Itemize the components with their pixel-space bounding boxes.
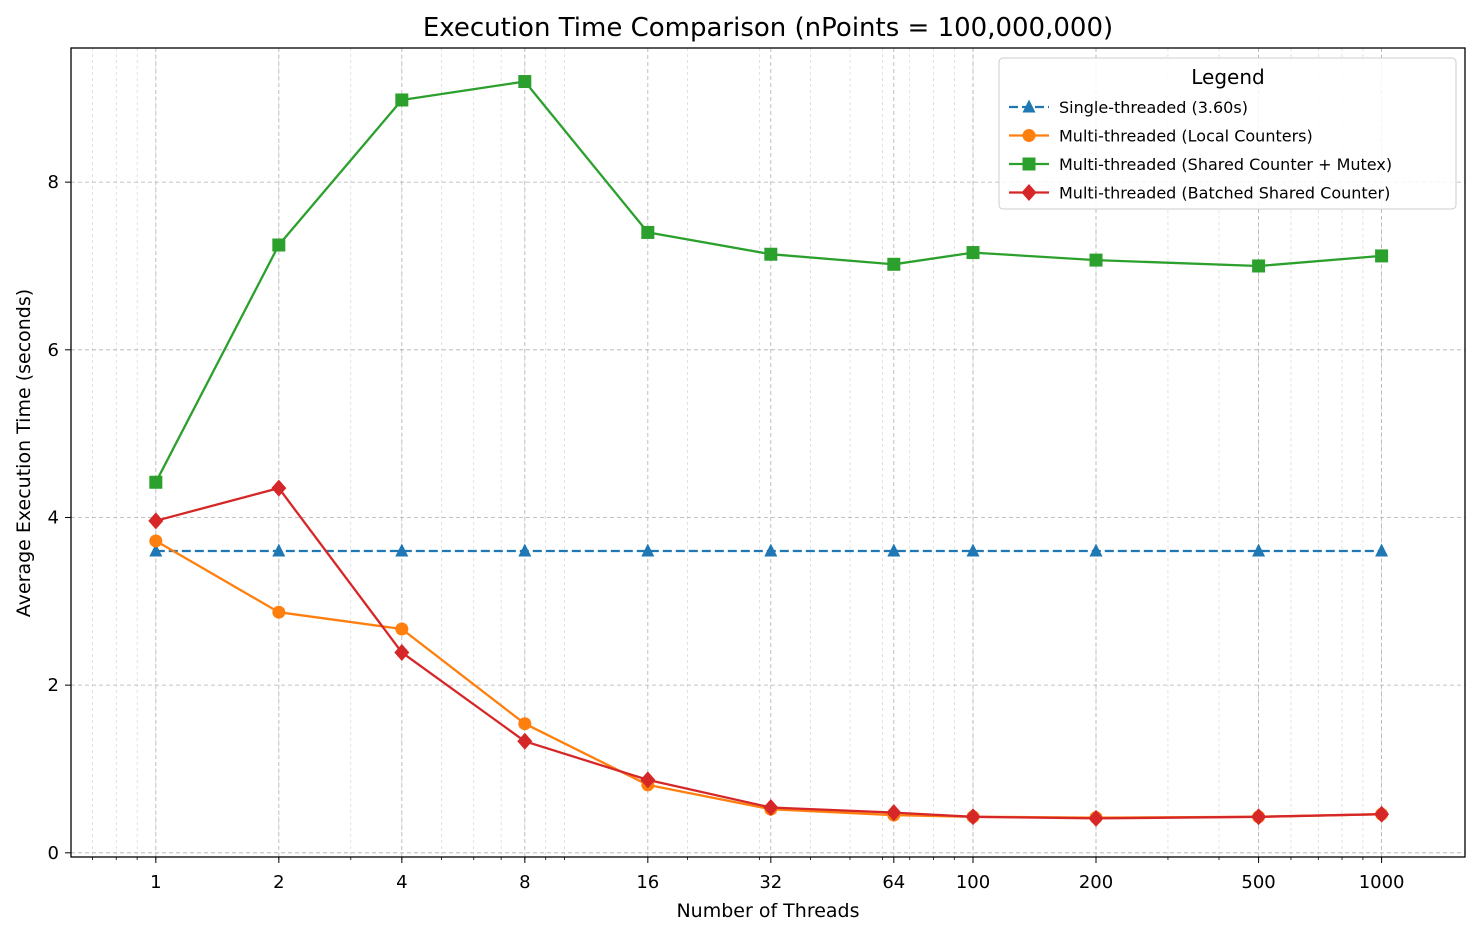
data-point [887,257,901,271]
data-point [395,93,409,107]
data-point [886,804,902,822]
legend-item: Multi-threaded (Batched Shared Counter) [1009,184,1390,203]
legend-label: Multi-threaded (Local Counters) [1059,127,1313,146]
x-tick-label: 100 [956,872,990,893]
data-point [641,543,655,557]
legend-swatch-marker [1022,129,1036,142]
data-point [1088,809,1104,827]
data-point [272,543,286,557]
data-point [640,771,656,789]
chart-title: Execution Time Comparison (nPoints = 100… [423,13,1113,43]
data-point [518,717,532,731]
data-point [763,799,779,817]
data-point [149,534,163,548]
data-point [1252,259,1266,273]
legend-label: Single-threaded (3.60s) [1059,98,1248,117]
series-line [155,539,1382,819]
x-tick-label: 4 [396,872,407,893]
x-tick-label: 2 [273,872,284,893]
legend-swatch-marker [1022,157,1036,171]
series-triangle [149,543,1389,557]
data-point [395,543,409,557]
data-point [966,543,980,557]
x-axis-label: Number of Threads [676,900,859,922]
y-tick-label: 2 [48,675,59,696]
legend-item: Single-threaded (3.60s) [1009,98,1248,117]
data-point [1252,543,1266,557]
series-layer [148,75,1390,827]
legend-swatch-marker [1022,99,1036,113]
data-point [272,238,286,252]
data-point [518,543,532,557]
data-point [966,246,980,260]
y-axis-label: Average Execution Time (seconds) [13,289,35,617]
legend-box [998,57,1457,210]
y-tick-label: 4 [48,507,59,528]
data-point [394,643,410,661]
data-point [1089,253,1103,267]
plot-frame [70,47,1466,858]
axis-ticks: 1 2 4 8 16 32 64 100 200 500 1000 0 2 4 6 8 [48,172,1405,893]
data-point [764,247,778,261]
legend-item: Multi-threaded (Shared Counter + Mutex) [1009,155,1392,174]
x-tick-label: 500 [1241,872,1275,893]
series-square [149,75,1389,489]
data-point [1374,805,1390,823]
data-point [518,75,532,89]
data-point [271,479,287,497]
data-point [272,605,286,619]
x-tick-label: 64 [882,872,905,893]
x-tick-label: 32 [759,872,782,893]
data-point [1089,543,1103,557]
data-point [764,543,778,557]
data-point [965,808,981,826]
data-point [149,475,163,489]
data-point [1251,808,1267,826]
series-diamond [148,479,1390,827]
x-tick-label: 16 [636,872,659,893]
y-tick-label: 6 [48,340,59,361]
data-point [641,225,655,239]
data-point [395,622,409,636]
legend-label: Multi-threaded (Shared Counter + Mutex) [1059,155,1392,174]
legend-items: Single-threaded (3.60s) Multi-threaded (L… [1009,98,1392,203]
data-point [517,732,533,750]
data-point [148,512,164,530]
data-point [887,543,901,557]
legend-label: Multi-threaded (Batched Shared Counter) [1059,184,1390,203]
series-line [155,486,1382,820]
data-point [149,543,163,557]
x-tick-label: 1000 [1359,872,1405,893]
y-tick-label: 8 [48,172,59,193]
legend-title: Legend [1191,65,1264,89]
series-circle [149,534,1389,825]
x-tick-label: 1 [150,872,161,893]
legend-item: Multi-threaded (Local Counters) [1009,127,1313,146]
y-tick-label: 0 [48,843,59,864]
data-point [1375,249,1389,263]
legend-swatch-marker [1021,184,1037,201]
x-tick-label: 200 [1079,872,1113,893]
legend: Legend Single-threaded (3.60s) Multi-thre… [998,57,1457,210]
data-point [1375,543,1389,557]
x-tick-label: 8 [519,872,530,893]
